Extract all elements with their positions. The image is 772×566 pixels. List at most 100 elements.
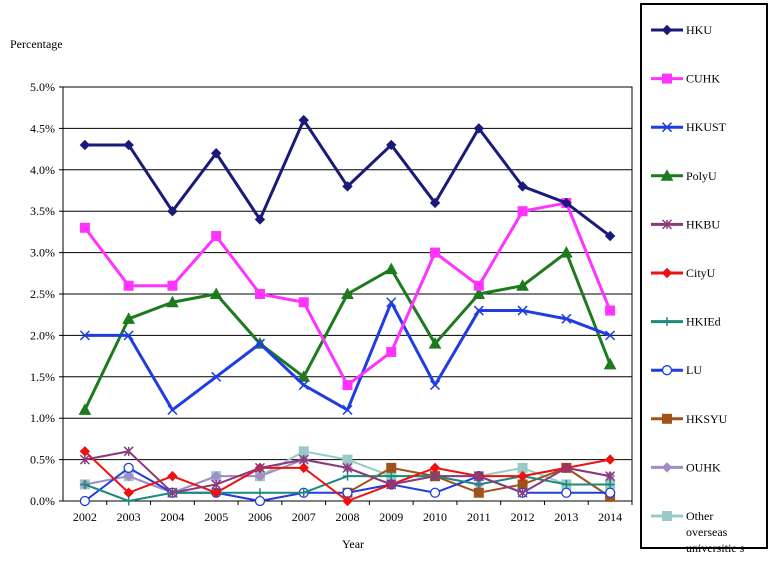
data-point: [342, 462, 353, 473]
data-point: [605, 471, 616, 482]
data-point: [603, 357, 617, 370]
data-point: [517, 206, 528, 217]
data-point: [298, 114, 309, 126]
legend-swatch-marker: [661, 267, 673, 279]
legend-label: OUHK: [686, 460, 721, 474]
data-point: [386, 471, 396, 481]
data-point: [605, 305, 616, 316]
data-point: [254, 289, 265, 299]
data-point: [384, 262, 398, 275]
legend-swatch-marker: [662, 413, 672, 424]
x-tick-label: 2002: [73, 510, 97, 524]
legend-items: HKU CUHK HKUST PolyU HKBU CityU HKIEd LU HKSYU OU…: [651, 23, 745, 555]
data-point: [473, 305, 484, 316]
data-point: [210, 487, 222, 498]
legend-swatch-marker: [662, 511, 672, 521]
legend-item: PolyU: [651, 169, 717, 183]
legend-swatch-marker: [662, 317, 672, 327]
legend-label: HKSYU: [686, 412, 728, 426]
data-point: [79, 454, 90, 465]
data-point: [123, 446, 134, 457]
series-line: [84, 300, 611, 412]
data-point: [298, 380, 309, 391]
x-tick-label: 2013: [554, 510, 578, 524]
legend-item: HKSYU: [651, 412, 728, 426]
data-point: [79, 495, 91, 507]
data-point: [430, 247, 441, 258]
data-point: [211, 371, 222, 382]
x-tick-label: 2010: [423, 510, 447, 524]
y-tick-label: 4.5%: [30, 121, 55, 135]
legend-swatch-marker: [661, 219, 673, 230]
data-point: [254, 470, 266, 482]
data-point: [299, 488, 309, 498]
legend-item: HKUST: [651, 120, 727, 134]
x-tick-label: 2008: [336, 510, 360, 524]
x-tick-label: 2004: [160, 510, 184, 524]
x-tick-label: 2011: [467, 510, 491, 524]
legend-swatch-marker: [660, 169, 674, 181]
legend-label: CUHK: [686, 72, 720, 86]
data-point: [342, 404, 353, 415]
series-hku: [79, 114, 616, 242]
x-tick-label: 2014: [598, 510, 622, 524]
data-point: [561, 313, 572, 324]
legend-label: overseas: [686, 525, 728, 539]
data-point: [429, 197, 441, 209]
data-point: [211, 231, 222, 242]
y-tick-label: 5.0%: [30, 80, 55, 94]
y-axis-title: Percentage: [10, 37, 63, 51]
data-point: [561, 197, 572, 209]
data-point: [167, 404, 178, 415]
legend-label: universitie s: [686, 541, 745, 555]
data-point: [430, 380, 441, 391]
legend-item: HKU: [651, 23, 712, 37]
data-point: [560, 246, 573, 258]
data-point: [474, 479, 484, 489]
legend: [640, 3, 768, 549]
data-point: [123, 470, 134, 482]
data-point: [167, 487, 178, 498]
data-point: [605, 479, 615, 489]
data-point: [605, 330, 616, 341]
data-point: [473, 471, 484, 482]
data-point: [254, 495, 266, 507]
data-point: [297, 370, 311, 382]
series-hkust: [79, 297, 616, 415]
data-point: [473, 123, 485, 134]
data-point: [342, 495, 353, 507]
legend-label: HKUST: [686, 120, 727, 134]
data-point: [561, 487, 572, 498]
data-point: [517, 470, 528, 482]
legend-label: HKBU: [686, 217, 720, 231]
data-point: [604, 454, 616, 465]
legend-swatch-marker: [661, 462, 673, 473]
data-point: [561, 479, 571, 489]
y-tick-label: 0.0%: [30, 494, 55, 508]
data-point: [254, 338, 265, 349]
data-point: [517, 181, 528, 192]
y-tick-label: 4.0%: [30, 163, 55, 177]
data-point: [122, 312, 135, 324]
legend-swatch-marker: [661, 24, 673, 36]
data-point: [473, 280, 484, 291]
legend-label: LU: [686, 363, 702, 377]
data-point: [517, 305, 528, 316]
legend-item: HKBU: [651, 217, 720, 231]
data-point: [298, 297, 309, 308]
legend-item: Other overseas universitie s: [651, 509, 745, 555]
data-point: [255, 488, 265, 498]
y-tick-label: 0.5%: [30, 453, 55, 467]
data-point: [79, 139, 91, 151]
x-tick-label: 2005: [204, 510, 228, 524]
data-point: [167, 205, 178, 217]
data-point: [604, 487, 616, 498]
legend-label: PolyU: [686, 169, 717, 183]
data-point: [124, 496, 134, 506]
legend-item: HKIEd: [651, 315, 721, 329]
series-hkbu: [79, 446, 616, 498]
data-point: [473, 487, 484, 498]
data-point: [428, 337, 442, 349]
data-point: [123, 462, 134, 474]
data-point: [386, 479, 397, 490]
